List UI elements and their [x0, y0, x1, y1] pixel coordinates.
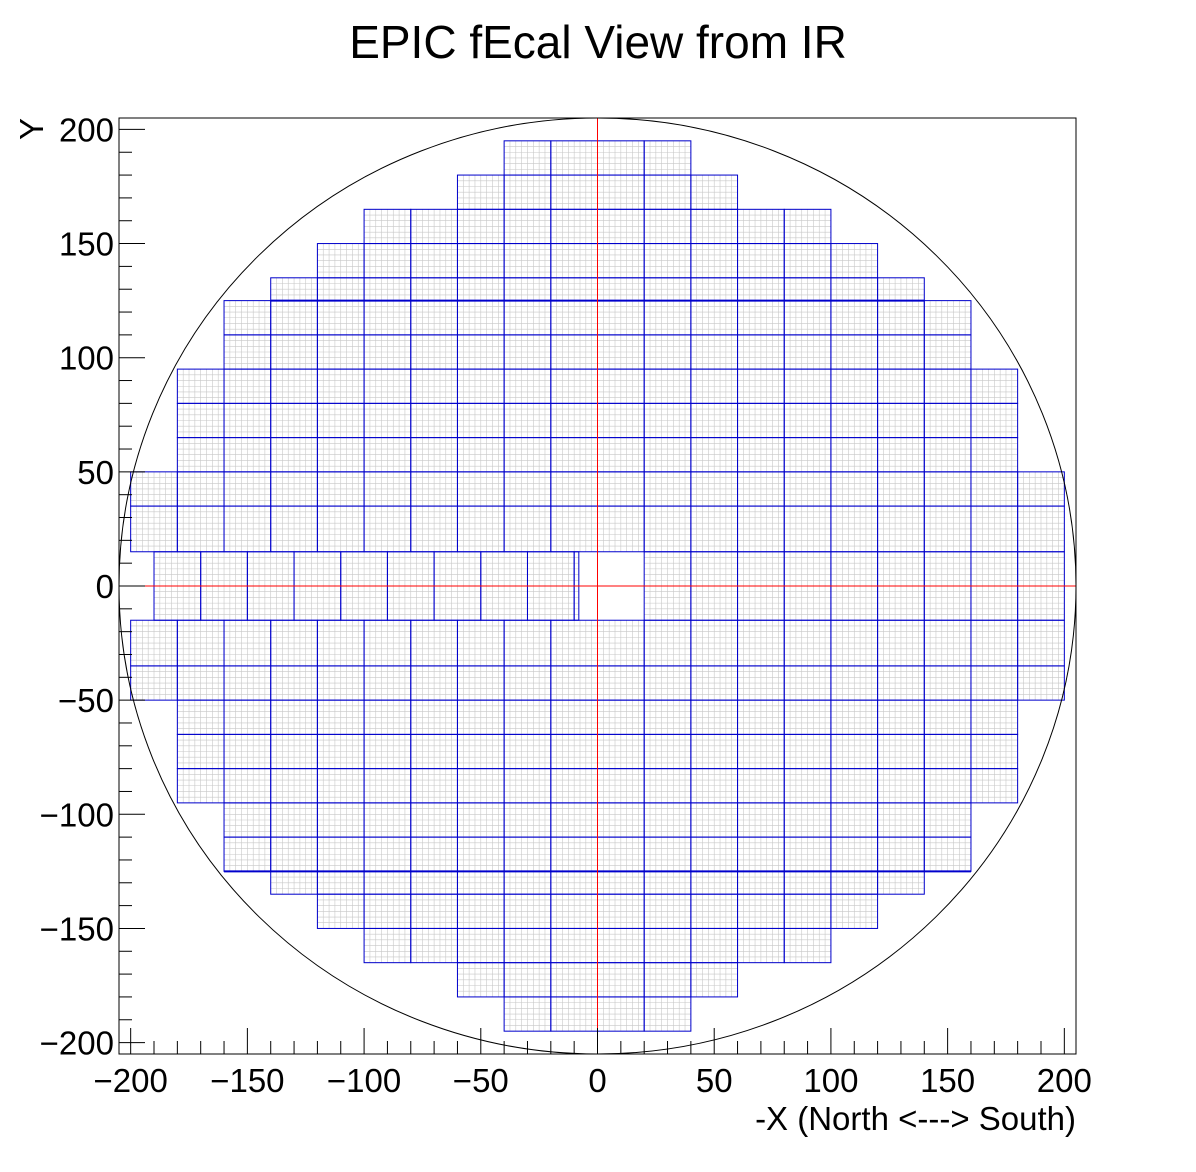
y-axis-title: Y: [13, 118, 50, 140]
y-tick-label: 100: [59, 340, 114, 377]
x-tick-label: −50: [453, 1062, 509, 1099]
module-block: [690, 962, 739, 998]
y-tick-label: 150: [59, 226, 114, 263]
x-axis: −200 −150 −100 −50 0 50 100 150 200: [93, 1028, 1092, 1099]
y-tick-label: 0: [96, 568, 114, 605]
x-tick-label: 200: [1037, 1062, 1092, 1099]
module-block: [783, 927, 832, 964]
module-block: [643, 996, 692, 1032]
module-block: [970, 768, 1019, 804]
x-axis-title: -X (North <---> South): [755, 1100, 1076, 1137]
x-tick-label: 50: [696, 1062, 733, 1099]
module-block: [830, 893, 879, 929]
chart-title: EPIC fEcal View from IR: [349, 16, 847, 68]
y-tick-label: 200: [59, 111, 114, 148]
x-tick-label: −200: [93, 1062, 167, 1099]
x-tick-label: 150: [920, 1062, 975, 1099]
y-axis: −200 −150 −100 −50 0 50 100 150 200: [40, 111, 145, 1062]
x-tick-label: 0: [588, 1062, 606, 1099]
y-tick-label: −150: [40, 910, 114, 947]
y-tick-label: −100: [40, 796, 114, 833]
origin-axes: [119, 118, 1076, 1054]
x-tick-label: −100: [327, 1062, 401, 1099]
y-tick-label: 50: [77, 454, 114, 491]
x-tick-label: 100: [803, 1062, 858, 1099]
x-tick-label: −150: [210, 1062, 284, 1099]
module-block: [1017, 665, 1065, 701]
y-tick-label: −50: [58, 682, 114, 719]
y-tick-label: −200: [40, 1025, 114, 1062]
